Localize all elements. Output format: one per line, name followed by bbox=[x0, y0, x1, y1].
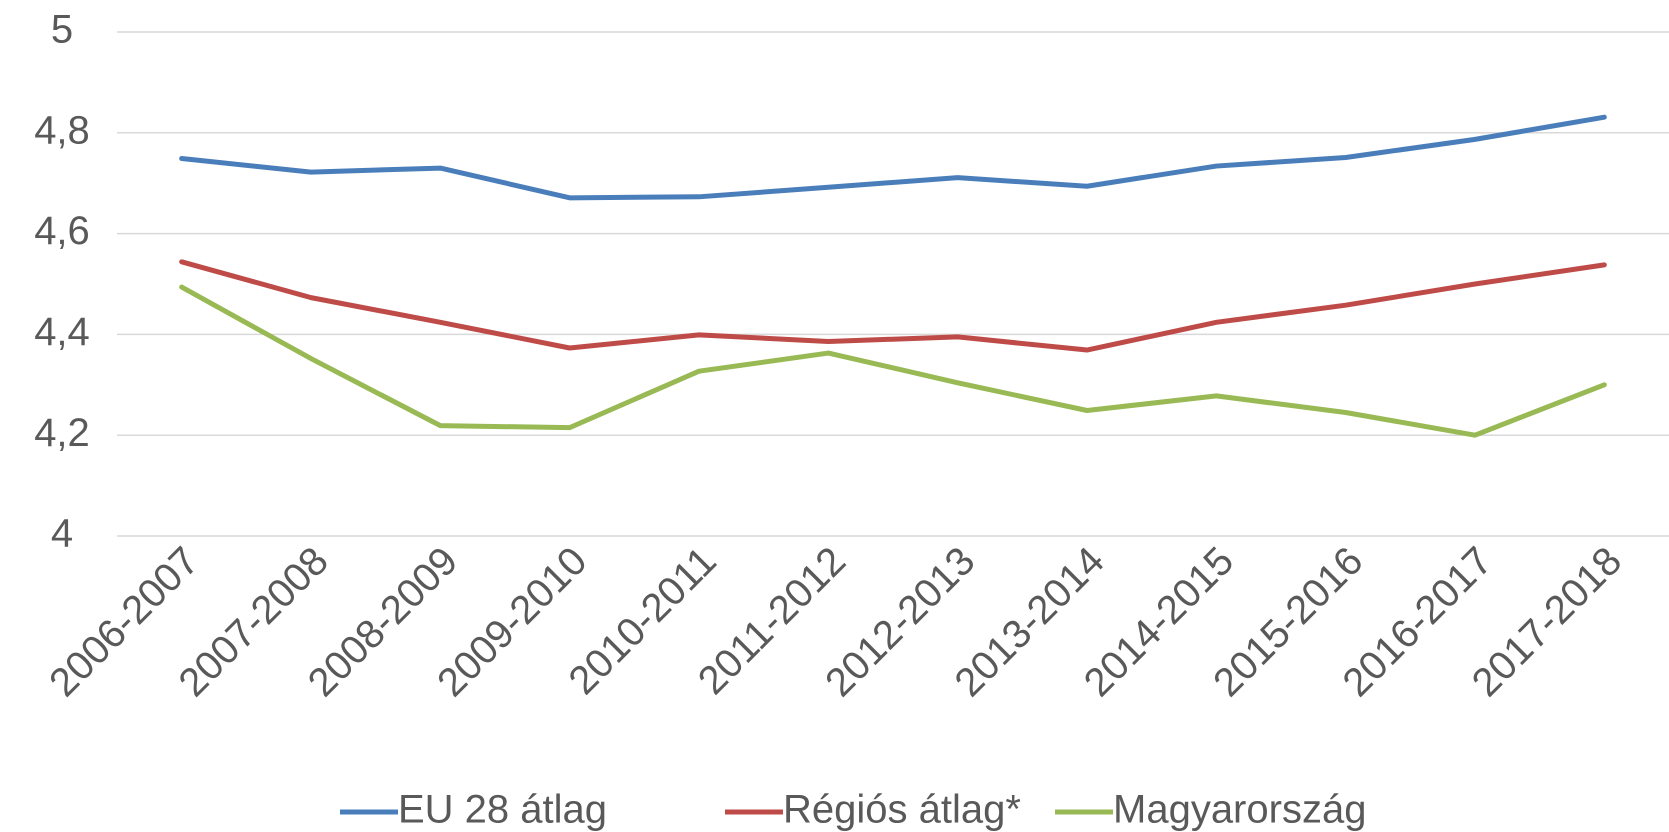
legend-label: EU 28 átlag bbox=[398, 788, 607, 832]
y-tick-label: 5 bbox=[51, 8, 73, 52]
y-tick-label: 4,2 bbox=[34, 411, 90, 455]
series-line bbox=[179, 259, 1607, 353]
y-tick-label: 4,4 bbox=[34, 310, 90, 354]
legend-label: Régiós átlag* bbox=[783, 788, 1021, 832]
series-line bbox=[179, 114, 1607, 201]
y-tick-label: 4 bbox=[51, 512, 73, 556]
legend-label: Magyarország bbox=[1113, 788, 1366, 832]
series-line bbox=[179, 284, 1607, 438]
y-tick-label: 4,6 bbox=[34, 209, 90, 253]
y-tick-label: 4,8 bbox=[34, 108, 90, 152]
